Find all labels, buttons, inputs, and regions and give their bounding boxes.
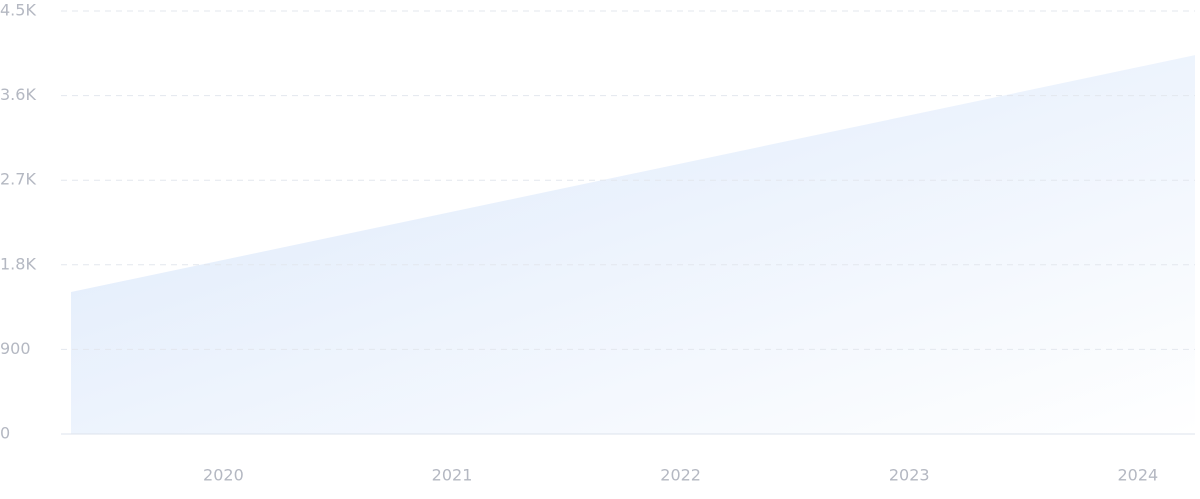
- y-tick-label: 1.8K: [0, 254, 36, 273]
- x-tick-label: 2020: [203, 466, 244, 485]
- x-tick-label: 2023: [889, 466, 930, 485]
- y-tick-label: 900: [0, 339, 31, 358]
- x-tick-label: 2021: [432, 466, 473, 485]
- y-tick-label: 0: [0, 424, 10, 443]
- y-tick-label: 3.6K: [0, 85, 36, 104]
- trend-area: [71, 55, 1195, 435]
- y-tick-label: 2.7K: [0, 170, 36, 189]
- y-tick-label: 4.5K: [0, 1, 36, 20]
- x-tick-label: 2022: [660, 466, 701, 485]
- x-tick-label: 2024: [1117, 466, 1158, 485]
